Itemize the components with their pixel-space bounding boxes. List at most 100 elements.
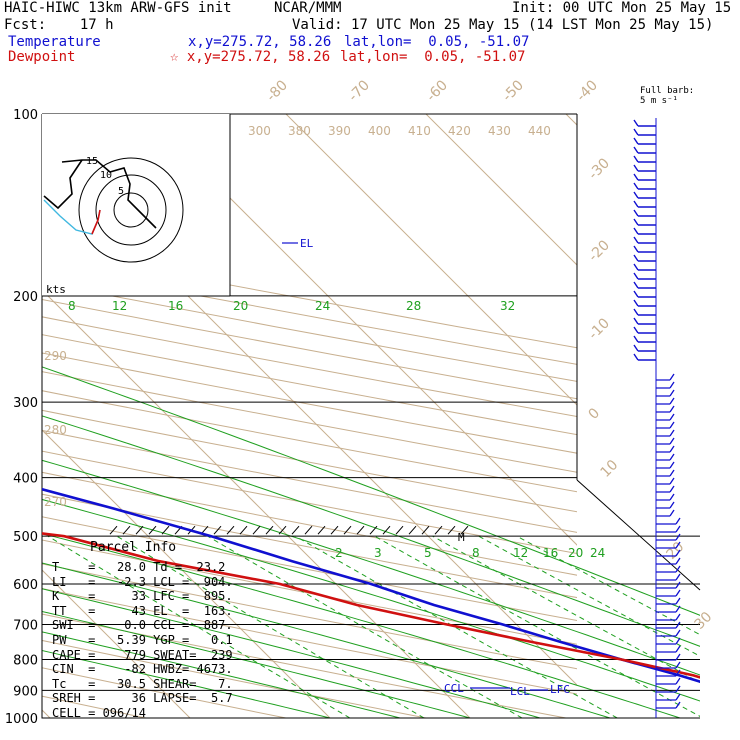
parcel-info-row: CAPE = 779 SWEAT= 239 — [52, 647, 233, 662]
isotherm-label: -20 — [586, 237, 613, 264]
mixing-ratio-label: 2 — [335, 546, 343, 560]
pressure-tick-label: 1000 — [5, 712, 38, 727]
mixing-ratio-label: 24 — [590, 546, 605, 560]
wind-barb — [656, 461, 675, 469]
hatch-mark — [356, 525, 365, 535]
wind-barb — [633, 236, 656, 244]
wind-barb — [633, 263, 656, 271]
isotherm-line — [42, 429, 331, 718]
wind-barb — [656, 493, 675, 501]
wind-barb — [656, 541, 681, 549]
lfc-marker-label: LFC — [550, 683, 570, 696]
model-title: HAIC-HIWC 13km ARW-GFS init — [4, 0, 232, 16]
theta-label: 290 — [44, 349, 67, 363]
valid-time: Valid: 17 UTC Mon 25 May 15 (14 LST Mon … — [292, 17, 714, 33]
wind-barb — [656, 621, 681, 629]
isotherm-line — [425, 114, 577, 266]
wind-barb — [633, 272, 656, 280]
wind-barb — [633, 218, 656, 226]
theta-label: 430 — [488, 124, 511, 138]
wind-barb — [633, 335, 656, 343]
dry-adiabat-line — [42, 493, 577, 599]
parcel-info-row: SREH = 36 LAPSE= 5.7 — [52, 691, 233, 706]
wind-barb — [656, 485, 675, 493]
hatch-mark — [447, 525, 456, 535]
parcel-info-row: CIN = -82 HWBZ= 4673. — [52, 662, 233, 677]
wind-barb — [656, 429, 675, 437]
wind-barb — [656, 549, 681, 557]
hodograph-trace — [43, 159, 83, 210]
wind-barb — [656, 693, 681, 701]
hodograph-ring — [95, 174, 167, 246]
mixing-ratio-label: 20 — [568, 546, 583, 560]
wind-barb — [633, 245, 656, 253]
forecast-hour: Fcst: 17 h — [4, 17, 114, 33]
mixing-ratio-label: 16 — [168, 299, 183, 313]
mixing-ratio-line — [47, 535, 351, 718]
mixing-ratio-label: 20 — [233, 299, 248, 313]
theta-label: 420 — [448, 124, 471, 138]
hatch-mark — [369, 525, 378, 535]
parcel-info-row: K = 33 LFC = 895. — [52, 589, 233, 604]
dry-adiabat-line — [42, 471, 577, 576]
wind-barb — [656, 645, 681, 653]
wind-barb — [656, 661, 681, 669]
barb-key-label: Full barb: 5 m s⁻¹ — [640, 86, 695, 106]
moist-adiabat-line — [42, 219, 700, 718]
wind-barb — [656, 701, 681, 709]
wind-barb — [656, 397, 675, 405]
mixing-ratio-line — [116, 535, 425, 718]
dry-adiabat-line — [42, 265, 577, 365]
wind-barb — [656, 373, 675, 381]
dry-adiabat-line — [42, 316, 577, 417]
hatch-mark — [291, 525, 300, 535]
wind-barb — [633, 353, 656, 361]
pressure-tick-label: 900 — [13, 684, 38, 699]
dry-adiabat-line — [42, 639, 429, 718]
hatch-mark — [252, 525, 261, 535]
temperature-legend: Temperature — [8, 34, 101, 50]
isotherm-label: -70 — [346, 77, 373, 104]
wind-barb — [656, 421, 675, 429]
hodograph-unit: kts — [46, 283, 66, 296]
hatch-mark — [304, 525, 313, 535]
wind-barb — [633, 209, 656, 217]
moist-adiabat-line — [42, 219, 700, 718]
dry-adiabat-line — [42, 588, 577, 695]
temperature-latlon: lat,lon= 0.05, -51.07 — [344, 34, 530, 50]
hodograph-panel — [42, 114, 230, 296]
dry-adiabat-line — [42, 667, 289, 718]
wind-barb — [656, 405, 675, 413]
mixing-ratio-label: 5 — [424, 546, 432, 560]
wind-barb — [656, 653, 681, 661]
dry-adiabat-line — [42, 352, 577, 454]
mixing-ratio-line — [207, 535, 523, 718]
moist-adiabat-line — [42, 219, 541, 718]
wind-barb — [656, 525, 681, 533]
isotherm-line — [145, 114, 577, 546]
wind-barb — [656, 613, 681, 621]
parcel-info-row: CELL = 096/14 — [52, 706, 146, 720]
wind-barb — [633, 308, 656, 316]
parcel-info-title: Parcel Info — [90, 540, 177, 555]
moist-adiabat-line — [42, 219, 471, 718]
hodograph-ring-5: 5 — [118, 186, 125, 197]
org-label: NCAR/MMM — [274, 0, 342, 16]
pressure-tick-label: 500 — [13, 530, 38, 545]
isotherm-label: 30 — [692, 609, 716, 633]
moist-adiabat-line — [42, 219, 331, 718]
pressure-tick-label: 100 — [13, 108, 38, 123]
wind-barb — [656, 581, 681, 589]
dewpoint-latlon: lat,lon= 0.05, -51.07 — [340, 49, 526, 65]
hatch-mark — [421, 525, 430, 535]
hatch-mark — [226, 525, 235, 535]
hatch-mark — [460, 525, 469, 535]
hodograph-trace — [61, 159, 157, 229]
wind-barb — [633, 155, 656, 163]
parcel-info-row: T = 28.0 Td = 23.2 — [52, 560, 226, 574]
wind-barb — [656, 477, 675, 485]
wind-barb — [656, 509, 675, 517]
isotherm-label: 20 — [664, 539, 688, 563]
wind-barb — [656, 437, 675, 445]
isotherm-label: -30 — [586, 155, 613, 182]
